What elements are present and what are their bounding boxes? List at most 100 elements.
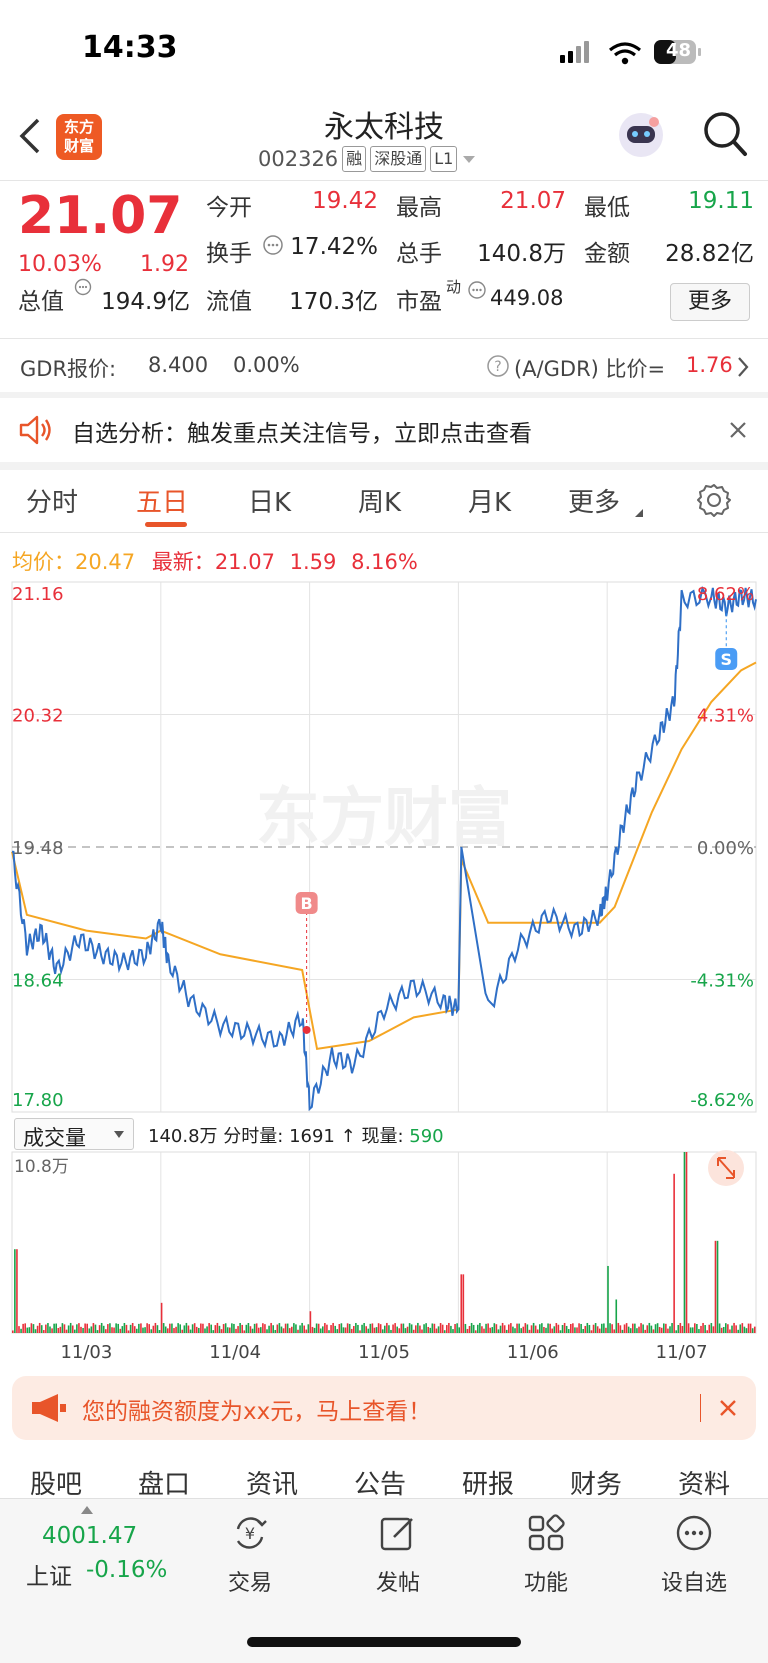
volume-bar (214, 1325, 217, 1333)
tab-weekly-k[interactable]: 周K (358, 488, 402, 518)
battery-level: 48 (666, 40, 692, 61)
search-icon[interactable] (702, 110, 748, 158)
gdr-row[interactable]: GDR报价: 8.400 0.00% ? (A/GDR) 比价= 1.76 (0, 340, 768, 392)
up-arrow: ↑ (340, 1126, 356, 1147)
stock-header: 东方 财富 永太科技 002326 融 深股通 L1 (0, 100, 768, 180)
volume-bar (220, 1329, 223, 1333)
volume-bar (49, 1326, 51, 1333)
app-logo: 东方 财富 (56, 114, 102, 160)
info-dots-icon[interactable] (467, 280, 487, 300)
volume-bar (547, 1323, 549, 1333)
back-icon[interactable] (16, 116, 44, 156)
volume-bar (78, 1323, 80, 1333)
volume-bar (162, 1323, 165, 1333)
help-icon[interactable]: ? (486, 354, 510, 378)
volume-bar (615, 1299, 618, 1333)
volume-bar (218, 1325, 221, 1333)
volume-bar (468, 1325, 471, 1333)
volume-bar (286, 1323, 289, 1333)
tab-finance[interactable]: 财务 (570, 1470, 623, 1498)
volume-bar (233, 1323, 235, 1333)
tab-announcements[interactable]: 公告 (354, 1470, 407, 1498)
tab-profile[interactable]: 资料 (678, 1470, 731, 1498)
volume-bar (164, 1326, 167, 1333)
volume-bar (90, 1326, 93, 1333)
volume-bar (264, 1324, 266, 1333)
volume-bar (245, 1324, 248, 1333)
functions-button[interactable]: 功能 (501, 1513, 591, 1597)
volume-bar (751, 1328, 754, 1333)
gear-icon[interactable] (696, 482, 732, 518)
buy-marker (295, 892, 318, 914)
volume-bar (559, 1330, 562, 1333)
volume-bar (743, 1326, 746, 1333)
post-button[interactable]: 发帖 (353, 1513, 443, 1597)
volume-bar (704, 1325, 706, 1333)
close-icon[interactable] (718, 1398, 738, 1418)
tab-intraday[interactable]: 分时 (26, 488, 79, 518)
volume-bar (491, 1327, 494, 1333)
volume-bar (685, 1152, 688, 1333)
volume-bar (67, 1325, 70, 1333)
alert-bar[interactable]: 自选分析：触发重点关注信号，立即点击查看 (0, 398, 768, 462)
pe-label: 市盈 (396, 289, 442, 315)
volume-bar (301, 1322, 303, 1333)
volume-bar (673, 1173, 675, 1333)
index-value[interactable]: 4001.47 (42, 1523, 138, 1549)
volume-bar (274, 1329, 277, 1333)
pe-dynamic-sup: 动 (446, 278, 462, 296)
info-dots-icon[interactable] (262, 234, 284, 256)
volume-bar (386, 1322, 388, 1333)
close-icon[interactable] (728, 420, 748, 440)
robot-avatar-icon[interactable] (616, 110, 666, 160)
five-day-price-chart[interactable]: 东方财富 21.16 8.62% 20.32 4.31% 19.48 0.00% 18.64 -… (0, 580, 768, 1120)
volume-bar (652, 1329, 655, 1333)
volume-bar (640, 1323, 642, 1333)
svg-text:?: ? (494, 359, 501, 375)
trade-button[interactable]: ¥ 交易 (205, 1513, 295, 1597)
volume-bar (173, 1328, 175, 1333)
tab-news[interactable]: 资讯 (246, 1470, 299, 1498)
volume-bar (266, 1329, 268, 1333)
volume-bar (718, 1323, 721, 1333)
volume-chart[interactable]: 10.8万 11/03 11/04 11/05 11/06 11/07 (0, 1150, 768, 1366)
volume-bar (82, 1327, 84, 1333)
tab-research[interactable]: 研报 (462, 1470, 515, 1498)
volume-bar (497, 1329, 500, 1333)
volume-bar (119, 1328, 122, 1333)
more-button[interactable]: 更多 (670, 283, 750, 321)
volume-bar (206, 1326, 208, 1333)
volume-bar (472, 1324, 475, 1333)
volume-bar (501, 1322, 504, 1333)
home-indicator (247, 1637, 521, 1647)
financing-banner[interactable]: 您的融资额度为xx元，马上查看！ (12, 1376, 756, 1440)
tab-forum[interactable]: 股吧 (30, 1470, 83, 1498)
volume-bar (12, 1330, 14, 1333)
volume-bar (698, 1329, 700, 1333)
alert-text: 自选分析：触发重点关注信号，立即点击查看 (72, 421, 532, 447)
edit-icon (380, 1517, 413, 1551)
avg-price-label: 均价： (12, 550, 75, 574)
stock-code-row[interactable]: 002326 融 深股通 L1 (258, 146, 477, 172)
volume-bar (396, 1326, 398, 1333)
volume-bar (222, 1324, 225, 1333)
dropdown-icon (114, 1131, 124, 1138)
volume-bar (675, 1330, 677, 1333)
y-tick-left: 21.16 (12, 584, 64, 605)
tab-order-book[interactable]: 盘口 (138, 1470, 191, 1498)
volume-indicator-select[interactable]: 成交量 (14, 1118, 134, 1150)
tab-monthly-k[interactable]: 月K (468, 488, 512, 518)
volume-bar (226, 1327, 229, 1333)
volume-bar (22, 1323, 24, 1333)
tab-more[interactable]: 更多 (568, 488, 621, 518)
volume-bar (71, 1325, 74, 1333)
add-watchlist-button[interactable]: 设自选 (649, 1513, 739, 1597)
volume-bar (551, 1328, 553, 1333)
volume-bar (319, 1328, 322, 1333)
tab-five-day[interactable]: 五日 (136, 488, 189, 518)
volume-bar (514, 1328, 516, 1333)
tab-daily-k[interactable]: 日K (248, 488, 292, 518)
info-dots-icon[interactable] (74, 278, 92, 296)
volume-bar (355, 1322, 357, 1333)
volume-bar (309, 1311, 312, 1333)
